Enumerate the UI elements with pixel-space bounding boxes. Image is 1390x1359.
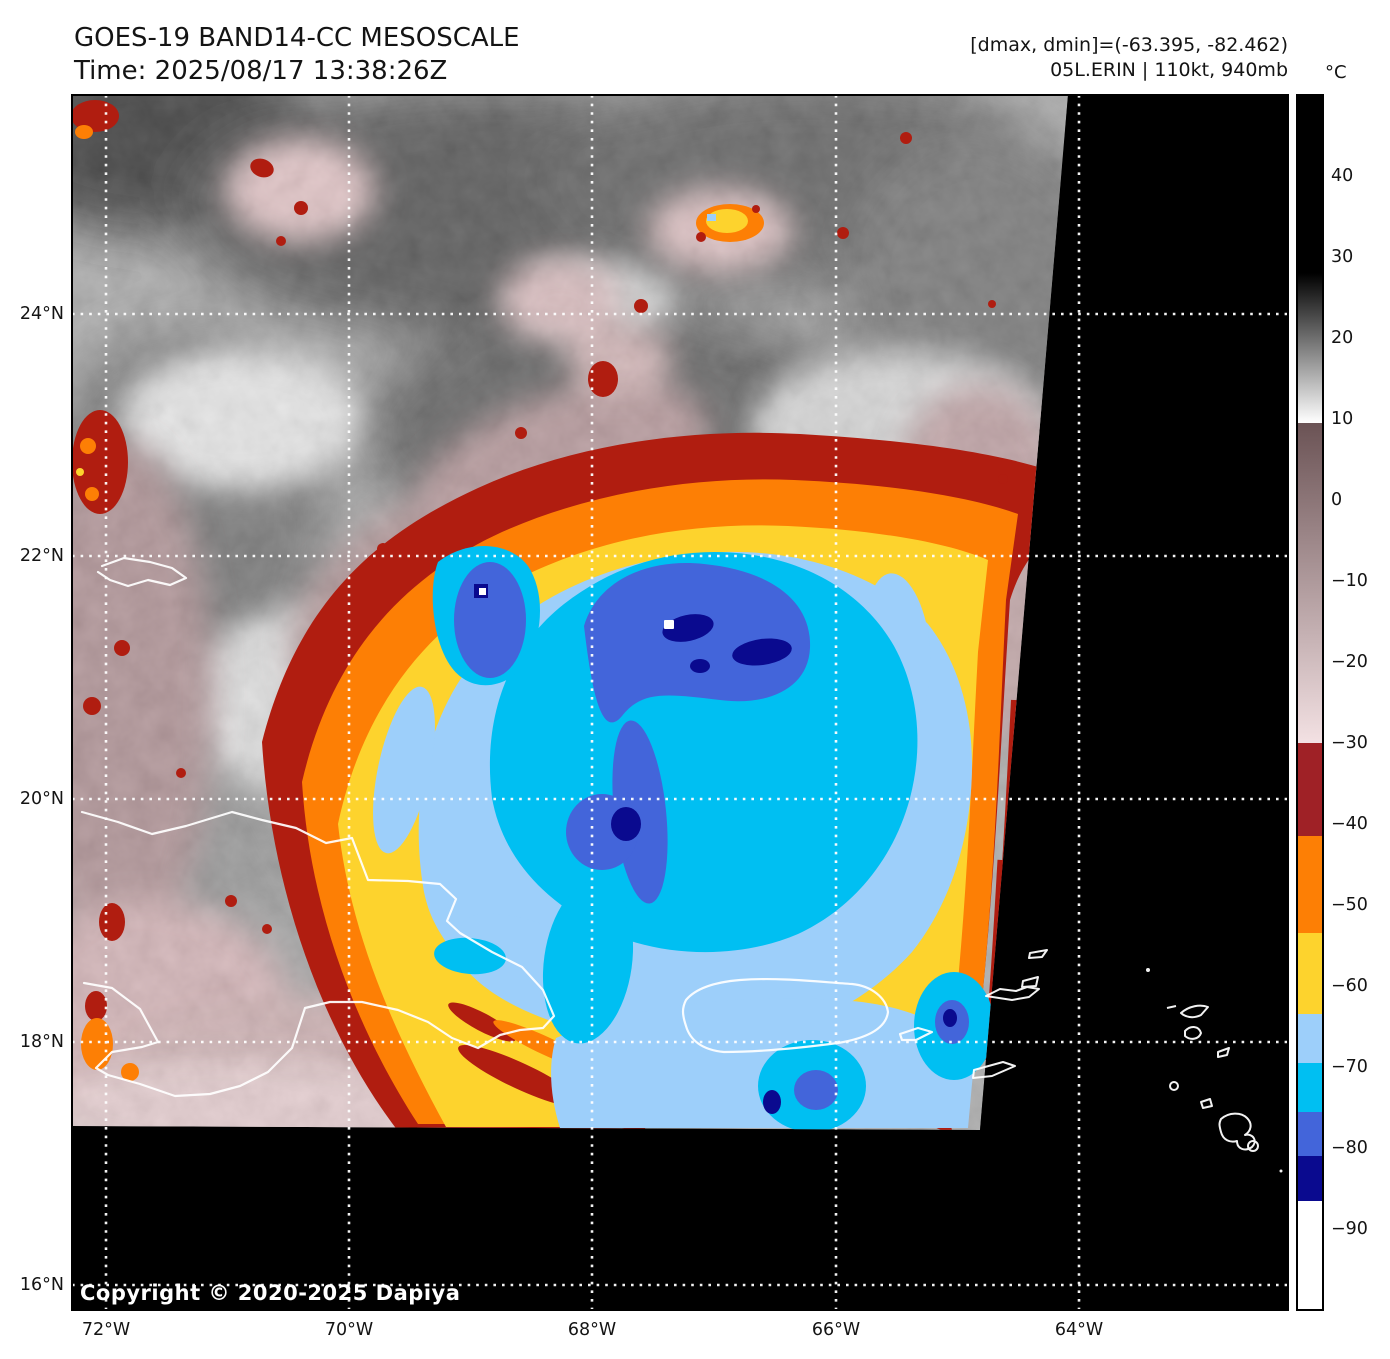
colorbar-frame (1296, 94, 1324, 1311)
colorbar-segment (1297, 743, 1323, 836)
plot-frame (71, 94, 1289, 1311)
colorbar-tick-label: 20 (1331, 328, 1354, 348)
colorbar-unit-label: °C (1325, 62, 1347, 83)
lat-tick-label: 24°N (19, 304, 64, 324)
convective-blobs (72, 100, 1008, 1081)
colorbar-segment-gray-ramp (1297, 273, 1323, 423)
colorbar-tick-label: −90 (1331, 1219, 1368, 1239)
page-title: GOES-19 BAND14-CC MESOSCALE (74, 23, 520, 53)
colorbar-tick-label: 0 (1331, 490, 1343, 510)
colorbar-tick-label: −10 (1331, 571, 1368, 591)
lat-tick-label: 20°N (19, 789, 64, 809)
colorbar-segment (1297, 933, 1323, 1014)
lon-tick-label: 70°W (324, 1320, 374, 1340)
lon-tick-label: 64°W (1054, 1320, 1104, 1340)
colorbar-tick-label: −40 (1331, 814, 1368, 834)
dmax-dmin-readout: [dmax, dmin]=(-63.395, -82.462) (970, 34, 1288, 56)
coastline-hispaniola (80, 810, 556, 1098)
header-readouts: [dmax, dmin]=(-63.395, -82.462) 05L.ERIN… (970, 33, 1288, 83)
colorbar-tick-label: 40 (1331, 166, 1354, 186)
copyright-watermark: Copyright © 2020-2025 Dapiya (80, 1281, 461, 1305)
colorbar-segment (1297, 1156, 1323, 1201)
colorbar-tick-label: −70 (1331, 1057, 1368, 1077)
colorbar-tick-label: −80 (1331, 1138, 1368, 1158)
lon-tick-label: 72°W (81, 1320, 131, 1340)
colorbar (1296, 94, 1324, 1311)
storm-info: 05L.ERIN | 110kt, 940mb (1050, 59, 1288, 81)
colorbar-segment (1297, 1014, 1323, 1063)
colorbar-tick-label: −20 (1331, 652, 1368, 672)
lat-tick-label: 22°N (19, 546, 64, 566)
lesser-antilles-outlines (972, 949, 1283, 1173)
colorbar-tick-label: −30 (1331, 733, 1368, 753)
lon-tick-label: 66°W (811, 1320, 861, 1340)
hurricane-eye-dot (664, 620, 674, 629)
timestamp: Time: 2025/08/17 13:38:26Z (74, 56, 448, 86)
lat-tick-label: 18°N (19, 1032, 64, 1052)
coastline-puerto-rico (681, 977, 890, 1054)
hurricane-core (373, 545, 994, 1130)
colorbar-segment (1297, 836, 1323, 933)
colorbar-segment (1297, 1201, 1323, 1310)
satellite-cloud-art (72, 95, 1068, 1130)
figure-title-block: GOES-19 BAND14-CC MESOSCALE Time: 2025/0… (74, 22, 520, 88)
colorbar-tick-label: 30 (1331, 247, 1354, 267)
colorbar-tick-label: 10 (1331, 409, 1354, 429)
coastline-vieques (898, 1026, 934, 1042)
lat-tick-label: 16°N (19, 1275, 64, 1295)
colorbar-tick-label: −50 (1331, 895, 1368, 915)
colorbar-segment (1297, 1112, 1323, 1156)
colorbar-segment (1297, 1063, 1323, 1112)
colorbar-segment-mauve-ramp (1297, 423, 1323, 743)
lon-tick-label: 68°W (567, 1320, 617, 1340)
colorbar-segment (1297, 95, 1323, 273)
colorbar-tick-label: −60 (1331, 976, 1368, 996)
coastline-turks-caicos (96, 556, 188, 588)
